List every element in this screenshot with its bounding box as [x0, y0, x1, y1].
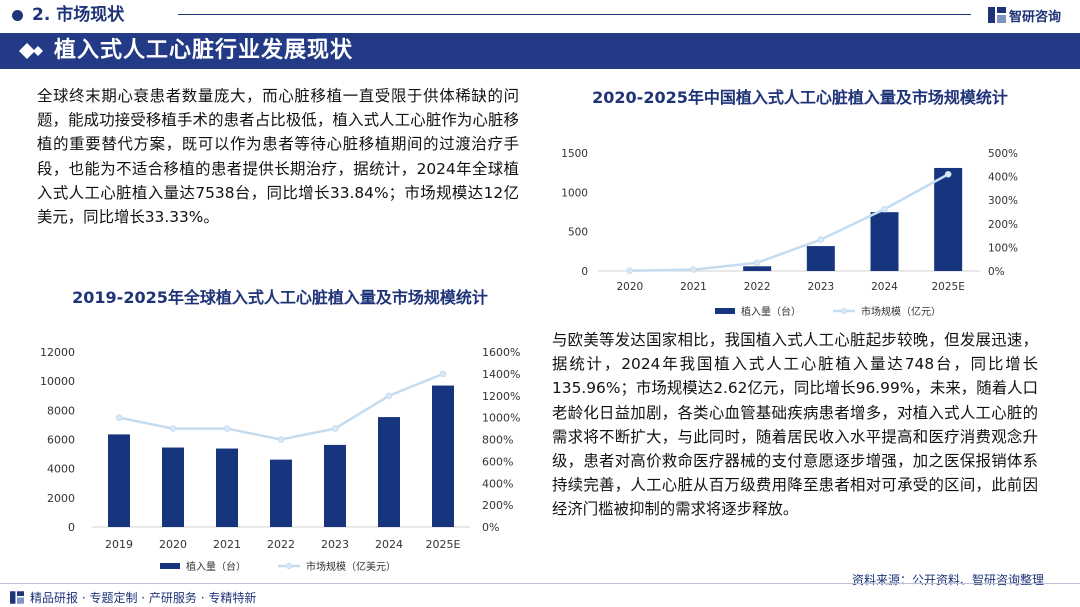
left-axis-tick-label: 8000	[47, 404, 75, 417]
x-axis-tick-label: 2023	[321, 538, 349, 551]
line-point-2024	[385, 392, 393, 400]
legend-line-marker	[285, 562, 293, 570]
global-chart: 0 2000 4000 6000 8000 10000 12000 0% 200% 400% 600…	[40, 346, 520, 573]
legend-bar-swatch	[160, 563, 180, 569]
title-banner: 植入式人工心脏行业发展现状	[0, 33, 1080, 69]
legend-bar-label: 植入量（台）	[741, 305, 801, 318]
bar-2025E	[934, 167, 963, 271]
legend-line-label: 市场规模（亿元）	[861, 305, 941, 318]
global-chart-title: 2019-2025年全球植入式人工心脏植入量及市场规模统计	[72, 288, 488, 307]
right-axis-tick-label: 1000%	[482, 412, 520, 425]
right-axis-tick-label: 200%	[482, 499, 513, 512]
x-axis-tick-label: 2022	[744, 281, 771, 293]
left-axis-tick-label: 1500	[561, 148, 588, 160]
page-title: 植入式人工心脏行业发展现状	[54, 38, 354, 63]
logo-text: 智研咨询	[1009, 9, 1062, 25]
global-market-paragraph: 全球终末期心衰患者数量庞大，而心脏移植一直受限于供体稀缺的问题，能成功接受移植手…	[37, 87, 519, 227]
line-point-2019	[115, 414, 123, 421]
line-point-2020	[626, 267, 634, 275]
top-header: 2. 市场现状 智研咨询	[0, 0, 1080, 32]
right-axis-tick-label: 200%	[988, 219, 1018, 231]
x-axis-tick-label: 2021	[213, 538, 241, 551]
legend-bar-swatch	[715, 308, 735, 314]
bar-2024	[378, 417, 400, 527]
left-axis-tick-label: 4000	[47, 463, 75, 476]
line-point-2021	[223, 425, 231, 432]
right-axis-tick-label: 0%	[988, 266, 1005, 278]
line-point-2023	[817, 236, 825, 243]
x-axis-tick-label: 2020	[159, 538, 187, 551]
right-axis-tick-label: 600%	[482, 455, 513, 468]
x-axis-tick-label: 2021	[680, 281, 707, 293]
line-point-2025E	[439, 370, 447, 378]
bullet-dot-icon	[12, 10, 23, 21]
line-point-2025E	[944, 170, 952, 178]
left-axis-tick-label: 6000	[47, 434, 75, 447]
right-axis-tick-label: 800%	[482, 434, 513, 447]
right-axis-tick-label: 500%	[988, 148, 1018, 160]
x-axis-tick-label: 2019	[105, 538, 133, 551]
x-axis-tick-label: 2022	[267, 538, 295, 551]
right-axis-tick-label: 1200%	[482, 390, 520, 403]
line-point-2023	[331, 425, 339, 432]
left-axis-tick-label: 12000	[40, 346, 75, 359]
section-title: 2. 市场现状	[32, 5, 125, 25]
right-axis-tick-label: 100%	[988, 242, 1018, 254]
bar-2019	[108, 434, 130, 527]
source-note: 资料来源：公开资料、智研咨询整理	[851, 573, 1044, 587]
left-axis-tick-label: 0	[68, 521, 75, 534]
diamond-icon	[19, 43, 43, 59]
footer-divider	[0, 583, 1080, 584]
market-size-line	[629, 173, 949, 273]
china-chart-title: 2020-2025年中国植入式人工心脏植入量及市场规模统计	[592, 88, 1008, 107]
bar-2025E	[432, 385, 454, 527]
bar-2020	[162, 447, 184, 527]
line-point-2022	[753, 259, 761, 267]
right-axis-tick-label: 1600%	[482, 346, 520, 359]
left-axis-tick-label: 2000	[47, 492, 75, 505]
bar-2021	[216, 448, 238, 527]
x-axis-tick-label: 2023	[807, 281, 834, 293]
bar-2023	[324, 444, 346, 527]
left-axis-tick-label: 500	[568, 227, 588, 239]
line-point-2024	[881, 205, 888, 213]
footer-logo-icon	[10, 591, 24, 604]
right-axis-tick-label: 0%	[482, 521, 499, 534]
left-axis-tick-label: 1000	[561, 187, 588, 199]
legend-line-marker	[840, 307, 848, 315]
legend-line-label: 市场规模（亿美元）	[306, 560, 396, 573]
line-point-2022	[277, 436, 285, 443]
right-axis-tick-label: 400%	[482, 477, 513, 490]
x-axis-tick-label: 2025E	[931, 281, 964, 293]
right-axis-tick-label: 1400%	[482, 368, 520, 381]
footer-brand: 精品研报 · 专题定制 · 产研服务 · 专精特新	[10, 589, 256, 606]
line-point-2021	[690, 266, 697, 273]
bar-2022	[743, 266, 772, 271]
header-divider	[178, 14, 971, 15]
bar-2023	[806, 246, 835, 271]
legend-bar-label: 植入量（台）	[186, 560, 246, 573]
left-axis-tick-label: 0	[581, 266, 588, 278]
bar-2024	[870, 212, 899, 271]
x-axis-tick-label: 2025E	[426, 538, 461, 551]
brand-logo: 智研咨询	[988, 5, 1061, 25]
right-axis-tick-label: 400%	[988, 172, 1018, 184]
x-axis-tick-label: 2024	[871, 281, 898, 293]
x-axis-tick-label: 2024	[375, 538, 403, 551]
logo-icon	[988, 7, 1006, 23]
left-axis-tick-label: 10000	[40, 375, 75, 388]
right-axis-tick-label: 300%	[988, 195, 1018, 207]
line-point-2020	[169, 425, 177, 432]
china-market-paragraph: 与欧美等发达国家相比，我国植入式人工心脏起步较晚，但发展迅速，据统计，2024年…	[552, 331, 1038, 519]
footer-tagline: 精品研报 · 专题定制 · 产研服务 · 专精特新	[30, 591, 257, 605]
bar-2022	[270, 459, 292, 527]
x-axis-tick-label: 2020	[616, 281, 643, 293]
china-chart: 0 500 1000 1500 0% 100% 200% 300% 400% 500% 2020 20…	[561, 148, 1018, 318]
